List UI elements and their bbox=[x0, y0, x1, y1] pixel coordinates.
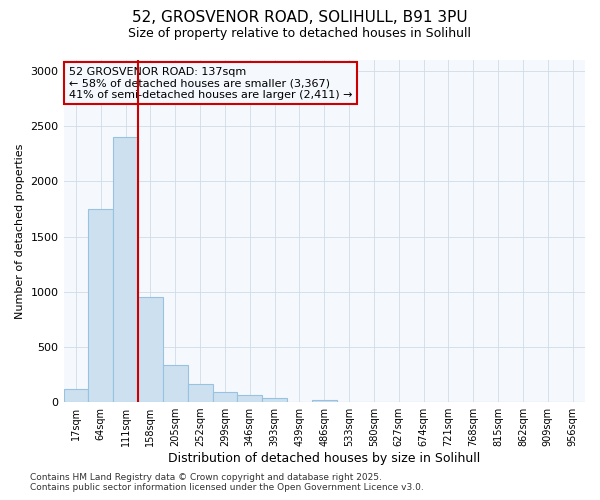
Text: 52, GROSVENOR ROAD, SOLIHULL, B91 3PU: 52, GROSVENOR ROAD, SOLIHULL, B91 3PU bbox=[132, 10, 468, 25]
Text: Size of property relative to detached houses in Solihull: Size of property relative to detached ho… bbox=[128, 28, 472, 40]
Bar bbox=[138, 298, 163, 402]
Bar bbox=[113, 137, 138, 402]
Text: Contains HM Land Registry data © Crown copyright and database right 2025.
Contai: Contains HM Land Registry data © Crown c… bbox=[30, 473, 424, 492]
Y-axis label: Number of detached properties: Number of detached properties bbox=[15, 144, 25, 318]
Bar bbox=[212, 392, 238, 402]
Bar bbox=[188, 384, 212, 402]
Bar bbox=[64, 390, 88, 402]
Bar bbox=[238, 396, 262, 402]
Text: 52 GROSVENOR ROAD: 137sqm
← 58% of detached houses are smaller (3,367)
41% of se: 52 GROSVENOR ROAD: 137sqm ← 58% of detac… bbox=[69, 67, 352, 100]
Bar bbox=[163, 365, 188, 402]
Bar bbox=[262, 398, 287, 402]
X-axis label: Distribution of detached houses by size in Solihull: Distribution of detached houses by size … bbox=[168, 452, 481, 465]
Bar bbox=[88, 209, 113, 402]
Bar bbox=[312, 400, 337, 402]
